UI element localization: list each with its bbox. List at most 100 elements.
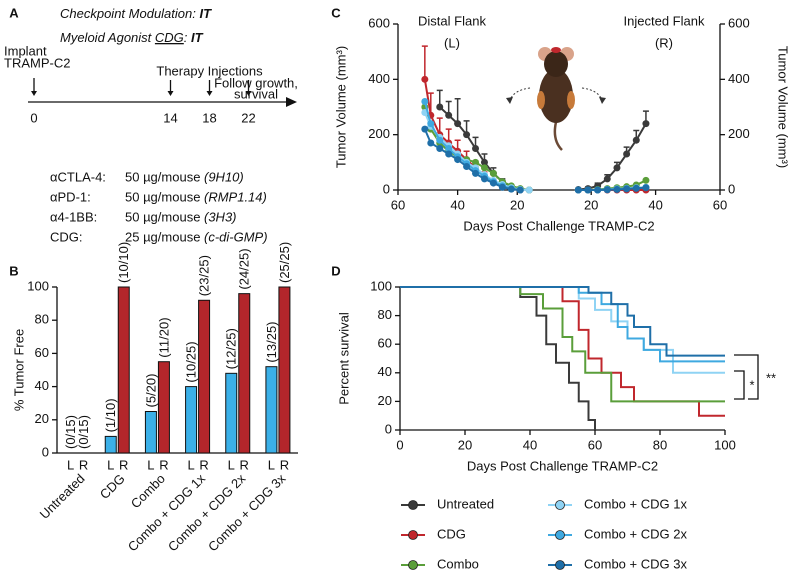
y2-tick-label: 400 [728,71,750,86]
point [584,186,592,194]
panel-label: D [331,263,340,278]
implant-label: Implant [4,43,47,58]
x-tick-label: 20 [458,437,472,452]
bar [198,299,211,454]
dosing-cell: (9H10) [204,169,244,184]
bar [185,386,198,454]
y-tick-label: 60 [35,345,49,360]
flank-title: Distal Flank [418,13,486,28]
headline-part: IT [199,6,212,21]
series-tick-label: L [228,457,235,472]
value-label: (23/25) [197,255,212,296]
arrowhead [506,97,513,104]
point [463,131,471,139]
y-axis-label: Percent survival [336,312,351,405]
dosing-cell: 50 µg/mouse [125,209,200,224]
survival-curve [400,286,725,417]
point [642,120,650,128]
day-label: 14 [163,110,177,125]
y-tick-label: 40 [378,364,392,379]
point [489,179,497,187]
x-tick-label: 40 [450,197,464,212]
series-tick-label: L [67,457,74,472]
flank-side: (L) [444,35,460,50]
y-tick-label: 20 [378,393,392,408]
point [480,175,488,183]
point [436,145,444,152]
series-tick-label: R [240,457,249,472]
arrowhead [286,97,297,107]
panel-label: A [9,5,19,20]
dosing-cell: CDG: [50,229,83,244]
point [623,150,631,158]
series-tick-label: L [147,457,154,472]
dosing-cell: (c-di-GMP) [204,229,268,244]
series-tick-label: R [199,457,208,472]
point [421,75,429,83]
point [613,164,621,172]
point [623,185,631,193]
significance: * [749,377,754,392]
dosing-cell: (RMP1.14) [204,189,267,204]
y-tick-label: 60 [378,336,392,351]
point [445,145,453,152]
series-tick-label: R [280,457,289,472]
series-tick-label: R [119,457,128,472]
point [472,158,480,166]
mouse-head [544,51,568,77]
value-label: (13/25) [264,321,279,362]
value-label: (10/25) [184,341,199,382]
x-tick-label: 100 [714,437,736,452]
arrowhead [245,91,252,96]
y-tick-label: 20 [35,411,49,426]
series-tick-label: L [268,457,275,472]
y-tick-label: 600 [368,15,390,30]
point [603,186,611,194]
y2-tick-label: 0 [728,181,735,196]
therapy-label: Therapy Injections [156,63,263,78]
value-label: (0/15) [76,415,91,449]
error-bar [454,97,461,124]
y-tick-label: 0 [42,444,49,459]
arrowhead [206,91,213,96]
point [445,150,453,158]
point [498,183,506,191]
legend-label: Combo + CDG 1x [584,496,687,511]
point [427,120,435,128]
x-tick-label: Combo + CDG 3x [205,471,289,555]
day-label: 0 [30,110,37,125]
arrowhead [599,97,606,104]
x-tick-label: Untreated [37,471,88,522]
mouse-flank [537,91,545,109]
mouse-nose [551,47,561,53]
y-tick-label: 100 [27,278,49,293]
y-tick-label: 80 [35,312,49,327]
significance: ** [766,370,776,385]
series-tick-label: R [79,457,88,472]
survival-curve [400,286,725,403]
mouse-tail [553,121,563,151]
x-tick-label: 60 [391,197,405,212]
point [507,185,515,193]
point [427,139,435,147]
point [454,120,462,128]
point [516,186,524,194]
value-label: (5/20) [143,374,158,408]
y-axis-label: % Tumor Free [11,329,26,411]
x-tick-label: 60 [588,437,602,452]
flank-title: Injected Flank [624,13,705,28]
x-tick-label: CDG [97,471,128,502]
y-tick-label: 100 [370,278,392,293]
series-tick-label: L [107,457,114,472]
panel-label: C [331,5,341,20]
panel-label: B [9,263,18,278]
dosing-cell: 50 µg/mouse [125,169,200,184]
mouse-body [539,69,573,123]
mouse-illustration [506,47,606,151]
mouse-flank [567,91,575,109]
x-tick-label: 60 [713,197,727,212]
dosing-cell: (3H3) [204,209,237,224]
y-tick-label: 400 [368,71,390,86]
flank-side: (R) [655,35,673,50]
y2-tick-label: 600 [728,15,750,30]
